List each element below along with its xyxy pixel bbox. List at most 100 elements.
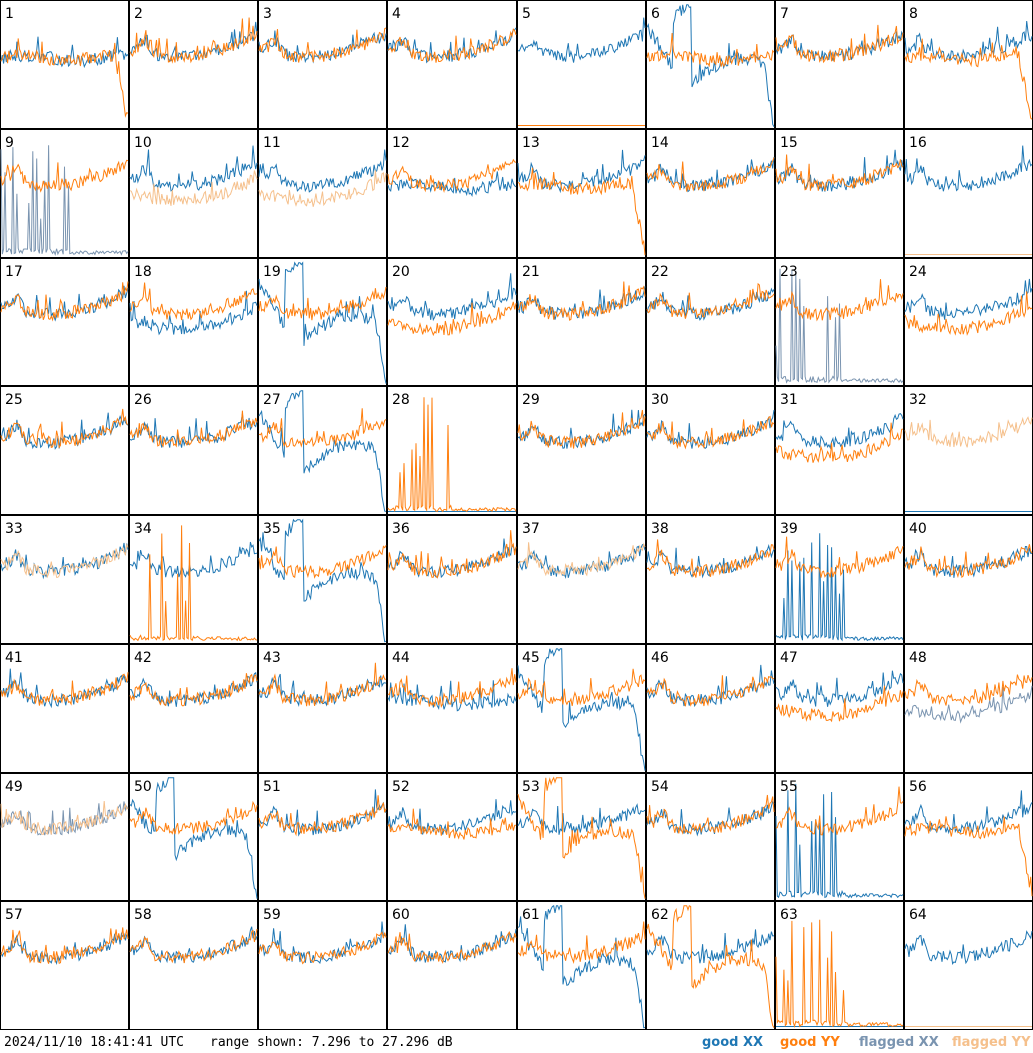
tile-28: 28 <box>387 386 517 515</box>
tile-label: 2 <box>134 6 143 22</box>
series-yy <box>775 279 904 322</box>
series-yy <box>387 158 517 193</box>
tile-24: 24 <box>904 258 1033 386</box>
tile-frame <box>775 129 904 258</box>
series-xx <box>517 544 646 579</box>
tile-label: 41 <box>5 650 23 666</box>
series-yy <box>0 543 129 579</box>
tile-frame <box>387 0 517 129</box>
series-xx <box>775 670 904 707</box>
tile-55: 55 <box>775 773 904 901</box>
series-xx <box>258 390 387 512</box>
series-yy <box>904 38 1033 120</box>
series-xx <box>387 273 517 322</box>
series-xx <box>646 664 775 708</box>
series-yy <box>387 808 517 840</box>
tile-20: 20 <box>387 258 517 386</box>
tile-frame <box>258 0 387 129</box>
tile-33: 33 <box>0 515 129 644</box>
tile-frame <box>0 386 129 515</box>
series-yy <box>517 409 646 449</box>
series-yy <box>646 675 775 707</box>
series-xx <box>258 518 387 643</box>
tile-label: 18 <box>134 264 152 280</box>
tile-frame <box>258 644 387 773</box>
series-yy <box>775 422 904 463</box>
tile-frame <box>517 258 646 386</box>
tile-frame <box>129 258 258 386</box>
tile-label: 15 <box>780 135 798 151</box>
tile-18: 18 <box>129 258 258 386</box>
tile-63: 63 <box>775 901 904 1030</box>
tile-label: 24 <box>909 264 927 280</box>
tile-50: 50 <box>129 773 258 901</box>
series-yy <box>904 416 1033 448</box>
tile-label: 36 <box>392 521 410 537</box>
series-yy <box>904 544 1033 579</box>
tile-frame <box>387 129 517 258</box>
series-xx <box>387 171 517 197</box>
tile-label: 11 <box>263 135 281 151</box>
tile-label: 46 <box>651 650 669 666</box>
tile-16: 16 <box>904 129 1033 258</box>
tile-label: 53 <box>522 779 540 795</box>
tile-27: 27 <box>258 386 387 515</box>
tile-3: 3 <box>258 0 387 129</box>
series-xx <box>904 930 1033 965</box>
tile-label: 14 <box>651 135 669 151</box>
series-xx <box>775 533 904 642</box>
tile-label: 44 <box>392 650 410 666</box>
series-xx <box>517 409 646 449</box>
tile-4: 4 <box>387 0 517 129</box>
tile-label: 29 <box>522 392 540 408</box>
tile-label: 47 <box>780 650 798 666</box>
tile-label: 45 <box>522 650 540 666</box>
series-yy <box>0 281 129 322</box>
tile-30: 30 <box>646 386 775 515</box>
tile-frame <box>0 0 129 129</box>
tile-frame <box>775 0 904 129</box>
tile-label: 8 <box>909 6 918 22</box>
series-yy <box>258 408 387 448</box>
tile-frame <box>775 515 904 644</box>
tile-frame <box>904 644 1033 773</box>
series-yy <box>387 930 517 964</box>
tile-frame <box>0 644 129 773</box>
tile-17: 17 <box>0 258 129 386</box>
tile-frame <box>129 386 258 515</box>
series-yy <box>775 154 904 191</box>
tile-45: 45 <box>517 644 646 773</box>
tile-label: 25 <box>5 392 23 408</box>
tile-23: 23 <box>775 258 904 386</box>
tile-31: 31 <box>775 386 904 515</box>
series-xx <box>0 412 129 450</box>
series-xx <box>775 413 904 450</box>
series-xx <box>0 668 129 709</box>
tile-frame <box>129 644 258 773</box>
tile-label: 31 <box>780 392 798 408</box>
series-xx <box>775 783 904 899</box>
series-xx <box>775 268 904 384</box>
tile-label: 3 <box>263 6 272 22</box>
series-yy <box>517 668 646 706</box>
tile-label: 54 <box>651 779 669 795</box>
tile-frame <box>646 129 775 258</box>
tile-frame <box>129 0 258 129</box>
series-yy <box>387 397 517 513</box>
series-yy <box>517 167 646 256</box>
series-yy <box>646 157 775 192</box>
tile-frame <box>904 258 1033 386</box>
tile-label: 63 <box>780 907 798 923</box>
series-yy <box>517 776 646 899</box>
tile-frame <box>258 386 387 515</box>
series-yy <box>646 33 775 68</box>
series-yy <box>129 282 258 321</box>
series-yy <box>775 536 904 578</box>
series-yy <box>904 674 1033 706</box>
tile-54: 54 <box>646 773 775 901</box>
series-yy <box>0 159 129 193</box>
tile-label: 40 <box>909 521 927 537</box>
series-yy <box>646 415 775 450</box>
series-xx <box>646 929 775 964</box>
tile-36: 36 <box>387 515 517 644</box>
